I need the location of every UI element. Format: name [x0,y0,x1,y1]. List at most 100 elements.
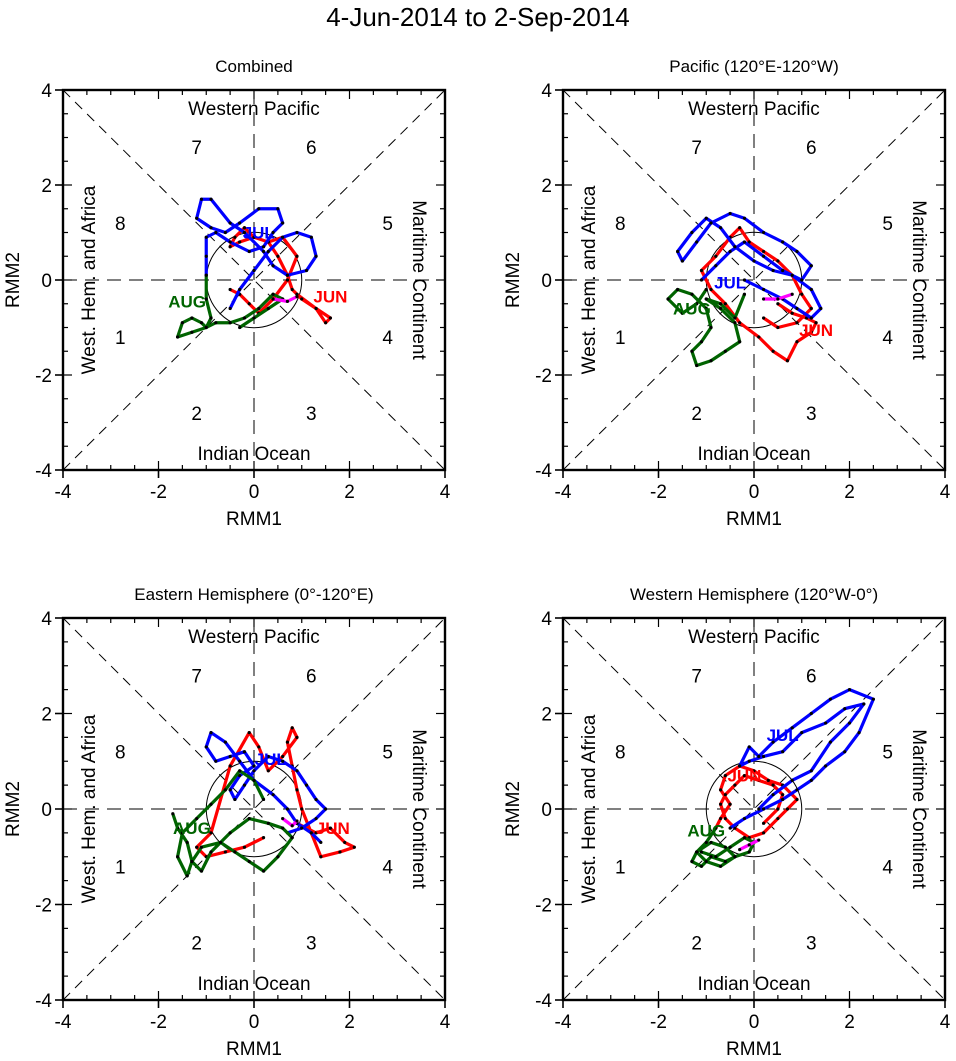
x-tick-label: 4 [440,1012,451,1033]
x-tick-label: 0 [249,482,260,503]
day-point [809,287,813,292]
day-point [795,306,799,311]
day-point [733,321,737,325]
day-point [276,254,280,258]
month-label-jul: JUL [767,726,799,745]
day-point [776,259,780,263]
day-point [761,287,766,292]
y-tick-label: 4 [541,609,552,630]
region-label-top: Western Pacific [188,99,320,120]
panel-0: Combined Western Pacific Indian Ocean West.… [3,57,451,530]
day-point [757,838,761,842]
day-point [242,230,247,235]
day-point [785,359,790,363]
day-point [718,816,723,821]
region-label-left: West. Hem. and Africa [579,185,600,374]
day-point [223,788,227,792]
x-axis-label: RMM1 [726,1039,782,1060]
phase-label-7: 7 [691,138,702,159]
day-point [809,711,813,716]
y-tick-label: 2 [41,705,52,726]
region-label-right: Maritime Continent [408,729,429,889]
day-point [862,702,866,706]
day-point [233,235,237,239]
day-point [314,306,318,311]
phase-divider [62,617,446,1001]
panel-1: Pacific (120°E-120°W) Western Pacific Indi… [503,57,951,530]
phase-label-5: 5 [382,743,393,764]
phase-label-5: 5 [882,214,893,235]
day-point [242,783,247,787]
day-point [809,769,813,773]
day-point [871,697,875,701]
day-point [271,230,275,235]
y-axis-label: RMM2 [3,252,24,308]
day-point [699,278,704,282]
phase-label-2: 2 [191,934,202,955]
day-point [261,797,266,802]
phase-label-8: 8 [615,743,626,764]
day-point [800,292,804,296]
day-point [781,268,785,273]
day-point [281,759,285,763]
day-point [285,807,290,811]
phase-label-1: 1 [115,857,126,878]
phase-label-7: 7 [191,138,202,159]
day-point [699,864,704,868]
day-point [247,859,251,864]
region-label-bottom: Indian Ocean [697,974,810,995]
day-point [709,359,713,363]
day-point [290,287,294,292]
day-point [790,292,794,296]
day-point [324,321,328,325]
day-point [709,325,713,330]
day-point [795,340,799,344]
day-point [195,216,199,220]
day-point [190,330,194,334]
day-point [723,859,727,864]
x-tick-label: 2 [844,1012,855,1033]
day-point [733,316,737,320]
phase-label-3: 3 [306,934,317,955]
day-point [695,363,699,368]
day-point [761,754,766,759]
phase-divider [62,617,446,1001]
day-point [771,740,775,744]
day-point [714,855,718,859]
day-point [238,773,242,778]
day-point [252,268,256,273]
day-point [824,721,828,725]
day-point [857,731,861,735]
day-point [233,850,237,854]
day-point [728,249,732,254]
x-tick-label: 2 [844,482,855,503]
day-point [747,850,751,854]
day-point [190,859,194,864]
day-point [738,847,742,852]
y-tick-label: -4 [535,461,552,482]
phase-label-5: 5 [882,743,893,764]
day-point [761,831,766,835]
day-point [704,306,708,311]
day-point [295,295,299,299]
x-tick-label: -4 [55,482,72,503]
day-point [704,840,708,845]
day-point [771,349,775,353]
day-point [723,845,727,849]
panel-title: Combined [215,57,293,76]
day-point [247,816,251,821]
day-point [324,807,328,811]
day-point [185,874,189,878]
day-point [185,840,189,845]
day-point [718,802,723,806]
phase-label-7: 7 [691,666,702,687]
day-point [785,807,790,811]
day-point [252,769,256,773]
y-tick-label: -4 [35,991,52,1012]
day-point [171,812,175,816]
day-point [242,750,247,754]
day-point [771,268,775,273]
day-point [190,316,194,320]
day-point [704,216,708,220]
region-label-right: Maritime Continent [908,200,929,360]
